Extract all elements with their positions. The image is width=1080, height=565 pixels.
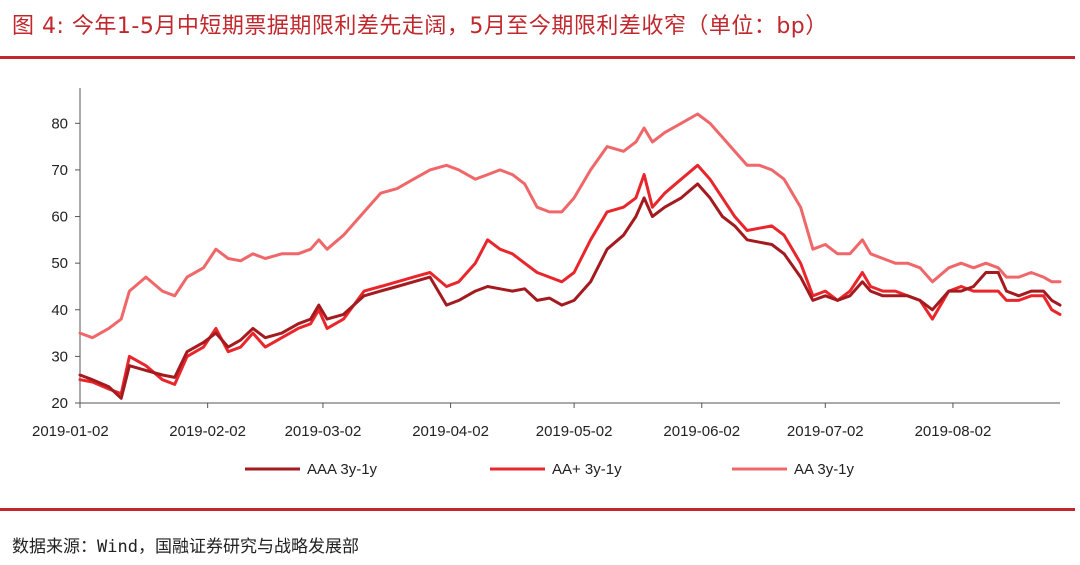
- chart-axes: 20 30 40 50 60 70 80 2019-01-02 2019-02-02 2019-0…: [32, 88, 1060, 440]
- footer-divider: [0, 508, 1075, 511]
- x-tick-label: 2019-01-02: [32, 423, 109, 440]
- legend-label-2: AA 3y-1y: [794, 461, 855, 478]
- y-tick-label: 80: [51, 115, 68, 132]
- series-line-2: [78, 112, 1062, 340]
- x-tick-label: 2019-08-02: [915, 423, 992, 440]
- y-tick-label: 70: [51, 162, 68, 179]
- y-tick-label: 50: [51, 255, 68, 272]
- x-tick-label: 2019-07-02: [787, 423, 864, 440]
- legend-label-1: AA+ 3y-1y: [552, 461, 622, 478]
- figure-title: 图 4: 今年1-5月中短期票据期限利差先走阔，5月至今期限利差收窄（单位：bp…: [12, 14, 828, 39]
- x-tick-label: 2019-05-02: [536, 423, 613, 440]
- chart-series-layer: [78, 112, 1062, 400]
- x-tick-label: 2019-06-02: [663, 423, 740, 440]
- y-tick-label: 40: [51, 302, 68, 319]
- y-tick-label: 30: [51, 348, 68, 365]
- line-chart: 20 30 40 50 60 70 80 2019-01-02 2019-02-02 2019-0…: [32, 88, 1062, 478]
- title-divider: [0, 56, 1075, 59]
- x-tick-label: 2019-03-02: [285, 423, 362, 440]
- x-tick-label: 2019-02-02: [169, 423, 246, 440]
- y-tick-label: 20: [51, 395, 68, 412]
- source-note: 数据来源：Wind，国融证券研究与战略发展部: [12, 537, 359, 557]
- legend-label-0: AAA 3y-1y: [307, 461, 378, 478]
- y-tick-label: 60: [51, 209, 68, 226]
- x-tick-label: 2019-04-02: [412, 423, 489, 440]
- series-line-1: [78, 163, 1062, 396]
- series-line-0: [78, 182, 1062, 400]
- chart-legend: AAA 3y-1y AA+ 3y-1y AA 3y-1y: [245, 461, 855, 478]
